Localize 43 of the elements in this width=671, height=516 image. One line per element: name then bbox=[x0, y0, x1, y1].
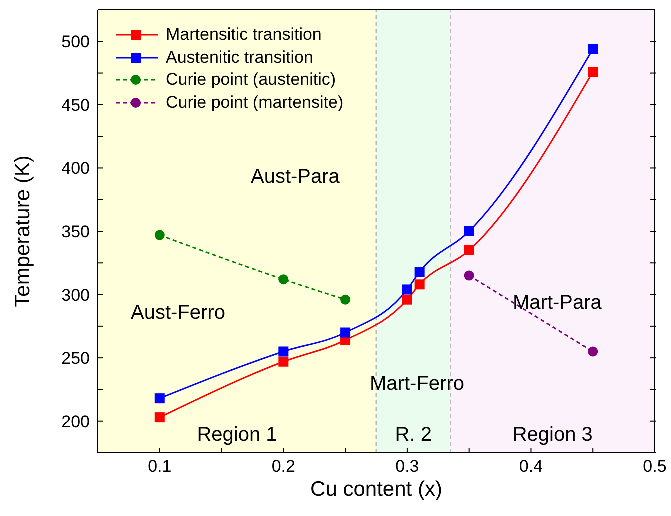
point bbox=[464, 226, 474, 236]
point bbox=[154, 412, 165, 423]
point bbox=[402, 284, 412, 295]
y-tick-label: 200 bbox=[62, 412, 90, 432]
annotation: Aust-Para bbox=[251, 166, 340, 189]
x-tick-label: 0.4 bbox=[519, 457, 544, 476]
x-tick-label: 0.3 bbox=[396, 457, 420, 476]
y-tick-label: 400 bbox=[62, 159, 90, 178]
y-tick-label: 250 bbox=[62, 349, 90, 368]
legend-label: Martensitic transition bbox=[166, 24, 322, 46]
point bbox=[278, 356, 289, 367]
y-tick-label: 350 bbox=[62, 222, 90, 242]
point bbox=[340, 294, 351, 305]
point bbox=[464, 245, 474, 256]
point bbox=[588, 67, 598, 78]
annotation: Mart-Ferro bbox=[370, 373, 464, 396]
point bbox=[340, 328, 351, 338]
annotation: Mart-Para bbox=[513, 292, 602, 315]
legend-label: Curie point (austenitic) bbox=[166, 69, 336, 91]
point bbox=[414, 280, 425, 290]
point bbox=[588, 44, 598, 54]
legend-label: Curie point (martensite) bbox=[166, 92, 344, 114]
x-axis-title: Cu content (x) bbox=[310, 478, 442, 501]
annotation: Aust-Ferro bbox=[131, 302, 226, 325]
point bbox=[588, 346, 598, 357]
legend-label: Austenitic transition bbox=[166, 46, 314, 68]
point bbox=[154, 230, 165, 240]
x-tick-label: 0.1 bbox=[148, 457, 172, 476]
x-tick-label: 0.2 bbox=[272, 457, 296, 476]
point bbox=[414, 267, 425, 278]
point bbox=[464, 270, 474, 281]
x-tick-label: 0.5 bbox=[643, 457, 667, 476]
point bbox=[154, 394, 165, 404]
band-label: R. 2 bbox=[395, 424, 432, 446]
point bbox=[278, 274, 289, 285]
y-axis-title: Temperature (K) bbox=[11, 156, 34, 308]
band-label: Region 1 bbox=[197, 424, 278, 446]
point bbox=[278, 346, 289, 357]
point bbox=[402, 294, 412, 305]
y-tick-label: 500 bbox=[62, 32, 90, 52]
y-tick-label: 450 bbox=[62, 96, 90, 115]
y-tick-label: 300 bbox=[62, 286, 90, 305]
band-label: Region 3 bbox=[512, 424, 593, 446]
